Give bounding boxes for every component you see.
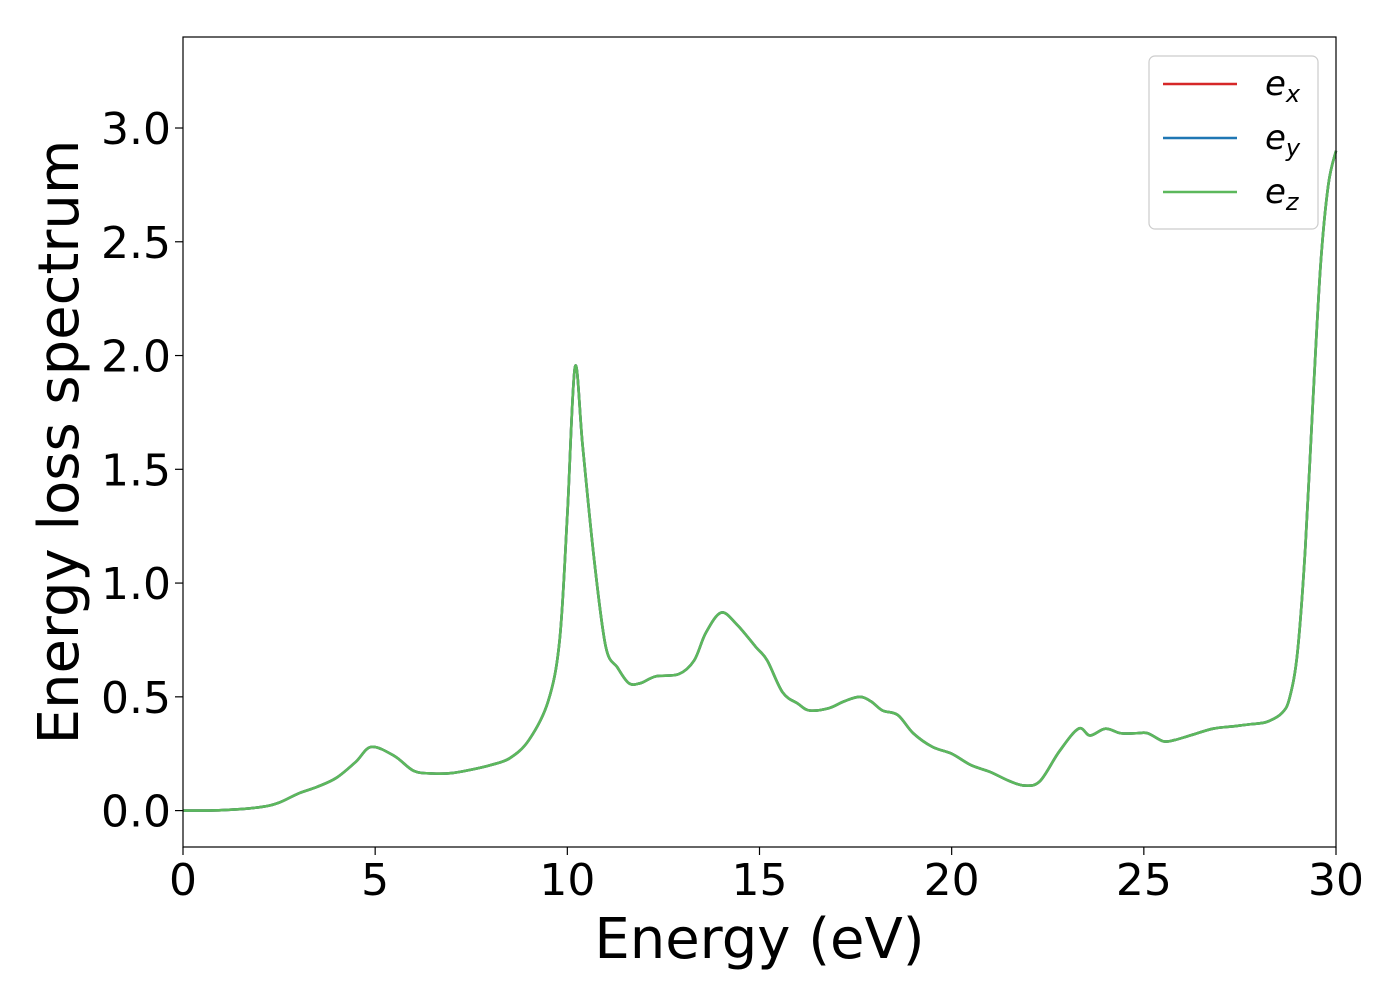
series-layer [182,150,1338,812]
y-tick-label: 0.0 [101,787,171,838]
x-tick-label: 15 [732,855,788,906]
x-axis-label: Energy (eV) [594,907,924,972]
y-tick-label: 1.5 [101,445,171,496]
y-tick-label: 3.0 [101,104,171,155]
x-tick-label: 10 [539,855,595,906]
legend-box [1148,55,1319,230]
y-axis-ticks: 0.0 0.5 1.0 1.5 2.0 2.5 3.0 [101,104,183,838]
x-tick-label: 20 [924,855,980,906]
x-axis-ticks: 0 5 10 15 20 25 30 [169,847,1364,906]
y-axis-label: Energy loss spectrum [27,140,92,745]
x-tick-label: 0 [169,855,197,906]
x-tick-label: 30 [1308,855,1364,906]
x-tick-label: 25 [1116,855,1172,906]
y-tick-label: 0.5 [101,673,171,724]
y-tick-label: 1.0 [101,559,171,610]
series-line-ez [182,150,1338,812]
y-tick-label: 2.0 [101,332,171,383]
x-tick-label: 5 [361,855,389,906]
y-tick-label: 2.5 [101,218,171,269]
